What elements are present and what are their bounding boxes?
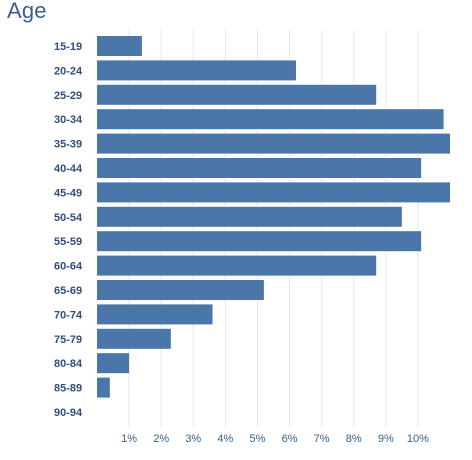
bar-60-64 — [97, 255, 377, 276]
category-label: 20-24 — [54, 65, 83, 77]
category-label: 80-84 — [54, 358, 83, 370]
x-tick-label: 5% — [250, 433, 266, 445]
category-label: 65-69 — [54, 285, 82, 297]
bar-25-29 — [97, 84, 377, 105]
category-label: 60-64 — [54, 261, 83, 273]
bar-50-54 — [97, 206, 402, 227]
category-label: 25-29 — [54, 90, 82, 102]
x-tick-label: 2% — [153, 433, 169, 445]
category-label: 85-89 — [54, 383, 82, 395]
bar-70-74 — [97, 304, 213, 325]
x-tick-label: 4% — [217, 433, 233, 445]
bar-80-84 — [97, 353, 130, 374]
x-tick-label: 10% — [407, 433, 429, 445]
category-label: 75-79 — [54, 334, 82, 346]
chart-title: Age — [7, 0, 47, 23]
bar-30-34 — [97, 109, 444, 130]
bar-55-59 — [97, 231, 422, 252]
category-label: 55-59 — [54, 236, 82, 248]
bar-15-19 — [97, 36, 142, 56]
category-label: 35-39 — [54, 139, 82, 151]
bar-40-44 — [97, 158, 422, 178]
category-label: 45-49 — [54, 187, 82, 199]
x-tick-label: 6% — [282, 433, 298, 445]
category-label: 50-54 — [54, 212, 83, 224]
bar-35-39 — [97, 133, 450, 154]
bar-20-24 — [97, 60, 296, 81]
category-label: 90-94 — [54, 407, 83, 419]
category-label: 30-34 — [54, 114, 83, 126]
x-tick-label: 8% — [346, 433, 362, 445]
category-label: 70-74 — [54, 309, 83, 321]
bar-45-49 — [97, 182, 450, 203]
x-tick-label: 1% — [121, 433, 137, 445]
bar-75-79 — [97, 328, 171, 349]
x-tick-label: 3% — [185, 433, 201, 445]
x-tick-label: 9% — [378, 433, 394, 445]
category-label: 40-44 — [54, 163, 83, 175]
bar-65-69 — [97, 280, 264, 300]
x-tick-label: 7% — [314, 433, 330, 445]
category-label: 15-19 — [54, 41, 82, 53]
bar-85-89 — [97, 377, 110, 398]
